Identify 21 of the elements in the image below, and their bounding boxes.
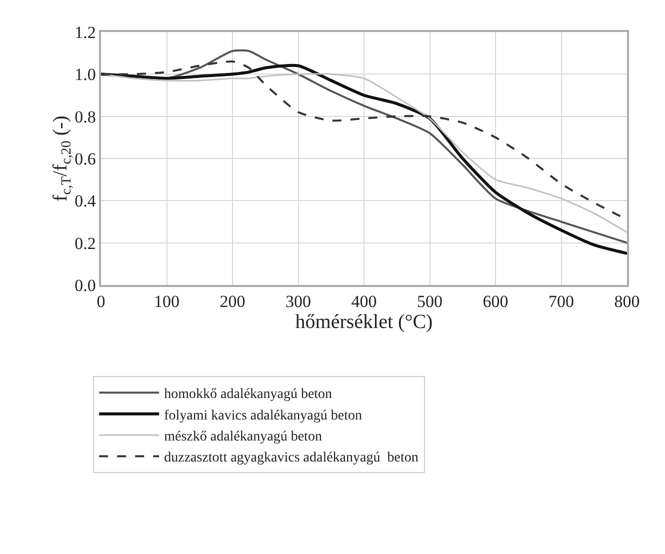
y-tick-label: 1.2	[74, 22, 96, 42]
legend-label: homokkő adalékanyagú beton	[164, 387, 332, 402]
legend-label: duzzasztott agyagkavics adalékanyagú beton	[164, 450, 418, 466]
x-tick-label: 800	[614, 292, 640, 312]
legend-label: mészkő adalékanyagú beton	[164, 430, 322, 445]
y-tick-label: 0.4	[74, 192, 96, 211]
x-tick-label: 600	[482, 292, 508, 312]
legend-label: folyami kavics adalékanyagú beton	[164, 408, 362, 424]
x-tick-label: 0	[96, 292, 106, 312]
x-tick-label: 700	[548, 292, 574, 312]
y-tick-label: 1.0	[74, 65, 96, 84]
y-tick-label: 0.2	[74, 234, 96, 253]
x-tick-label: 300	[286, 292, 311, 312]
y-tick-label: 0.8	[74, 107, 96, 126]
y-tick-label: 0.0	[74, 276, 96, 295]
x-tick-label: 200	[220, 292, 246, 312]
x-tick-label: 400	[351, 292, 377, 312]
x-axis-title: hőmérséklet (°C)	[295, 311, 433, 334]
x-tick-label: 500	[417, 292, 442, 312]
y-tick-label: 0.6	[74, 149, 96, 168]
x-tick-label: 100	[154, 292, 180, 312]
